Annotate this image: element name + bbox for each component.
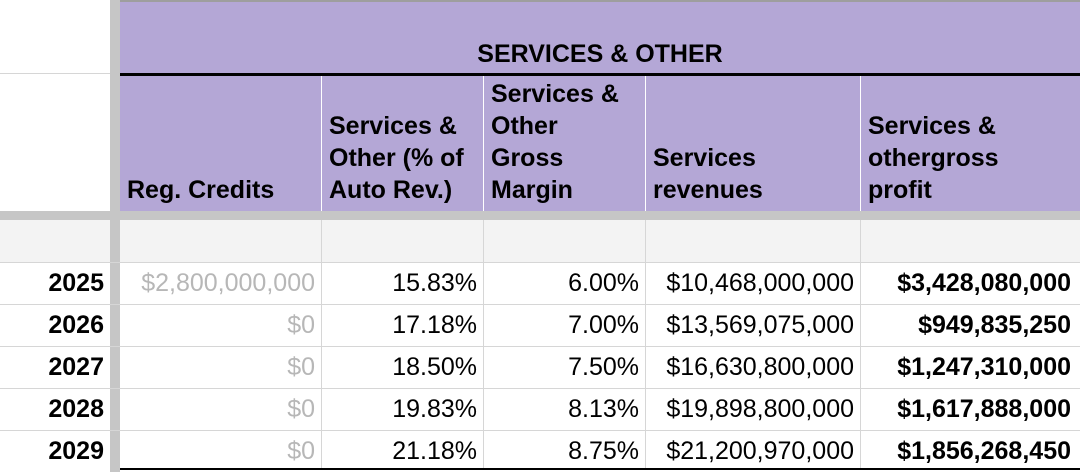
reg-credits-cell[interactable]: $0 bbox=[287, 353, 315, 381]
gridline-h bbox=[0, 388, 1080, 389]
gridline-v bbox=[321, 220, 322, 470]
gridline-v bbox=[860, 220, 861, 470]
reg-credits-cell[interactable]: $0 bbox=[287, 311, 315, 339]
services-margin-cell[interactable]: 7.50% bbox=[568, 353, 639, 381]
year-cell[interactable]: 2028 bbox=[48, 395, 104, 423]
gridline-h bbox=[0, 430, 1080, 431]
services-revenues-cell[interactable]: $19,898,800,000 bbox=[666, 395, 854, 423]
gridline-h bbox=[0, 346, 1080, 347]
spacer-row[interactable] bbox=[120, 220, 1080, 262]
services-margin-cell[interactable]: 7.00% bbox=[568, 311, 639, 339]
year-cell[interactable]: 2027 bbox=[48, 353, 104, 381]
col-header-services-profit[interactable]: Services & othergross profit bbox=[868, 112, 999, 204]
services-margin-cell[interactable]: 8.75% bbox=[568, 437, 639, 465]
services-pct-cell[interactable]: 21.18% bbox=[392, 437, 477, 465]
frozen-row-divider[interactable] bbox=[0, 211, 1080, 220]
title-underline bbox=[120, 73, 1080, 76]
col-header-reg-credits[interactable]: Reg. Credits bbox=[127, 176, 275, 204]
services-profit-cell[interactable]: $1,617,888,000 bbox=[897, 395, 1071, 423]
year-cell[interactable]: 2026 bbox=[48, 311, 104, 339]
col-divider bbox=[645, 76, 646, 211]
reg-credits-cell[interactable]: $0 bbox=[287, 395, 315, 423]
services-profit-cell[interactable]: $3,428,080,000 bbox=[897, 269, 1071, 297]
section-title[interactable]: SERVICES & OTHER bbox=[477, 40, 723, 68]
reg-credits-cell[interactable]: $2,800,000,000 bbox=[141, 269, 315, 297]
services-pct-cell[interactable]: 17.18% bbox=[392, 311, 477, 339]
reg-credits-cell[interactable]: $0 bbox=[287, 437, 315, 465]
services-pct-cell[interactable]: 19.83% bbox=[392, 395, 477, 423]
col-header-services-margin[interactable]: Services & Other Gross Margin bbox=[491, 80, 619, 204]
frozen-column-divider[interactable] bbox=[110, 0, 120, 472]
services-margin-cell[interactable]: 6.00% bbox=[568, 269, 639, 297]
services-revenues-cell[interactable]: $16,630,800,000 bbox=[666, 353, 854, 381]
spacer-row-label-cell[interactable] bbox=[0, 220, 110, 262]
services-pct-cell[interactable]: 18.50% bbox=[392, 353, 477, 381]
left-gridline bbox=[0, 73, 110, 74]
col-divider bbox=[860, 76, 861, 211]
section-header-band bbox=[120, 0, 1080, 211]
services-revenues-cell[interactable]: $21,200,970,000 bbox=[666, 437, 854, 465]
gridline-v bbox=[483, 220, 484, 470]
header-top-border bbox=[120, 0, 1080, 2]
services-profit-cell[interactable]: $949,835,250 bbox=[918, 311, 1071, 339]
col-divider bbox=[483, 76, 484, 211]
gridline-h bbox=[0, 304, 1080, 305]
services-profit-cell[interactable]: $1,856,268,450 bbox=[897, 437, 1071, 465]
services-revenues-cell[interactable]: $13,569,075,000 bbox=[666, 311, 854, 339]
gridline-h bbox=[0, 262, 1080, 263]
services-pct-cell[interactable]: 15.83% bbox=[392, 269, 477, 297]
col-header-services-revenues[interactable]: Services revenues bbox=[653, 144, 763, 204]
bottom-border bbox=[120, 468, 1080, 470]
year-cell[interactable]: 2029 bbox=[48, 437, 104, 465]
services-profit-cell[interactable]: $1,247,310,000 bbox=[897, 353, 1071, 381]
gridline-v bbox=[645, 220, 646, 470]
services-revenues-cell[interactable]: $10,468,000,000 bbox=[666, 269, 854, 297]
year-cell[interactable]: 2025 bbox=[48, 269, 104, 297]
col-divider bbox=[321, 76, 322, 211]
services-margin-cell[interactable]: 8.13% bbox=[568, 395, 639, 423]
col-header-services-pct[interactable]: Services & Other (% of Auto Rev.) bbox=[329, 112, 464, 204]
